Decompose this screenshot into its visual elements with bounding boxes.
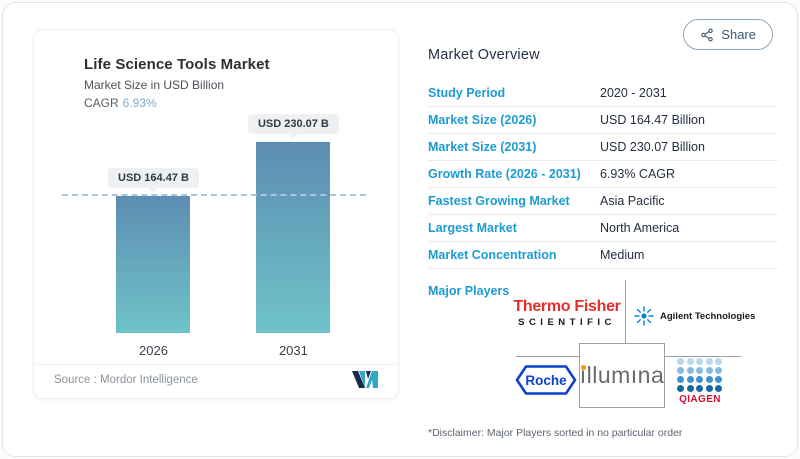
table-row-largest-market: Largest Market North America bbox=[428, 215, 778, 242]
table-row-study-period: Study Period 2020 - 2031 bbox=[428, 80, 778, 107]
share-button[interactable]: Share bbox=[683, 19, 773, 50]
illumina-rest-letters: llumına bbox=[586, 362, 665, 388]
row-label: Market Size (2031) bbox=[428, 140, 537, 154]
cagr-value: 6.93% bbox=[122, 96, 157, 110]
logo-divider-vertical bbox=[625, 280, 626, 344]
chart-subtitle: Market Size in USD Billion bbox=[84, 78, 225, 92]
chart-header: Life Science Tools Market Market Size in… bbox=[34, 30, 398, 110]
row-label: Largest Market bbox=[428, 221, 517, 235]
source-label: Source : bbox=[54, 373, 97, 386]
row-value: USD 164.47 Billion bbox=[600, 113, 705, 127]
thermo-fisher-scientific-text: SCIENTIFIC bbox=[518, 317, 616, 328]
table-row-fastest-growing-market: Fastest Growing Market Asia Pacific bbox=[428, 188, 778, 215]
major-players-section: Major Players Thermo Fisher SCIENTIFIC bbox=[428, 280, 778, 418]
source-text: Source : Mordor Intelligence bbox=[54, 374, 198, 386]
row-label: Market Size (2026) bbox=[428, 113, 537, 127]
row-value: 6.93% CAGR bbox=[600, 167, 676, 181]
market-overview-panel: Market Overview Study Period 2020 - 2031… bbox=[428, 47, 778, 439]
reference-line bbox=[62, 194, 366, 196]
bar-chart: USD 164.47 B 2026 USD 230.07 B 2031 bbox=[62, 112, 366, 365]
source-value: Mordor Intelligence bbox=[100, 373, 198, 386]
chart-footer: Source : Mordor Intelligence bbox=[34, 364, 398, 398]
disclaimer-text: *Disclaimer: Major Players sorted in no … bbox=[428, 427, 683, 439]
row-value: 2020 - 2031 bbox=[600, 86, 667, 100]
illumina-first-letter: ı bbox=[579, 362, 587, 388]
mordor-intelligence-logo-icon bbox=[352, 371, 378, 388]
qiagen-dots-icon bbox=[677, 358, 723, 392]
agilent-starburst-icon bbox=[634, 306, 654, 326]
illumina-logo: ı llumına bbox=[579, 343, 665, 408]
roche-logo: Roche bbox=[514, 364, 578, 401]
row-value: USD 230.07 Billion bbox=[600, 140, 705, 154]
bar-2031 bbox=[256, 142, 331, 333]
row-label: Study Period bbox=[428, 86, 506, 100]
bar-group-2031: USD 230.07 B 2031 bbox=[247, 114, 339, 365]
x-tick-2026: 2026 bbox=[139, 343, 168, 358]
illumina-orange-dot bbox=[581, 365, 586, 370]
table-row-market-concentration: Market Concentration Medium bbox=[428, 242, 778, 269]
row-label: Growth Rate (2026 - 2031) bbox=[428, 167, 581, 181]
row-value: Asia Pacific bbox=[600, 194, 665, 208]
row-label: Fastest Growing Market bbox=[428, 194, 570, 208]
roche-wordmark: Roche bbox=[525, 373, 567, 388]
chart-title: Life Science Tools Market bbox=[84, 56, 270, 73]
table-row-market-size-2031: Market Size (2031) USD 230.07 Billion bbox=[428, 134, 778, 161]
share-label: Share bbox=[721, 27, 756, 42]
illumina-wordmark: ı llumına bbox=[580, 362, 665, 389]
share-icon bbox=[701, 28, 714, 41]
chart-panel: Life Science Tools Market Market Size in… bbox=[33, 29, 399, 399]
cagr-label: CAGR bbox=[84, 96, 119, 110]
bar-value-label-2026: USD 164.47 B bbox=[108, 168, 199, 188]
row-value: Medium bbox=[600, 248, 645, 262]
bar-2026 bbox=[116, 196, 191, 333]
thermo-fisher-wordmark: Thermo Fisher bbox=[513, 298, 621, 315]
roche-hexagon-icon: Roche bbox=[515, 365, 577, 395]
bar-group-2026: USD 164.47 B 2026 bbox=[108, 168, 199, 365]
cagr-line: CAGR 6.93% bbox=[84, 96, 378, 110]
agilent-wordmark: Agilent Technologies bbox=[660, 310, 756, 322]
overview-table: Study Period 2020 - 2031 Market Size (20… bbox=[428, 80, 778, 269]
row-value: North America bbox=[600, 221, 680, 235]
thermo-fisher-logo: Thermo Fisher SCIENTIFIC bbox=[506, 298, 628, 328]
qiagen-logo: QIAGEN bbox=[675, 358, 725, 405]
bar-value-label-2031: USD 230.07 B bbox=[247, 114, 339, 134]
agilent-logo: Agilent Technologies bbox=[634, 306, 755, 326]
qiagen-wordmark: QIAGEN bbox=[679, 394, 721, 405]
x-tick-2031: 2031 bbox=[278, 343, 308, 358]
row-label: Market Concentration bbox=[428, 248, 557, 262]
overview-heading: Market Overview bbox=[428, 47, 540, 63]
table-row-growth-rate: Growth Rate (2026 - 2031) 6.93% CAGR bbox=[428, 161, 778, 188]
major-players-label: Major Players bbox=[428, 284, 510, 298]
table-row-market-size-2026: Market Size (2026) USD 164.47 Billion bbox=[428, 107, 778, 134]
